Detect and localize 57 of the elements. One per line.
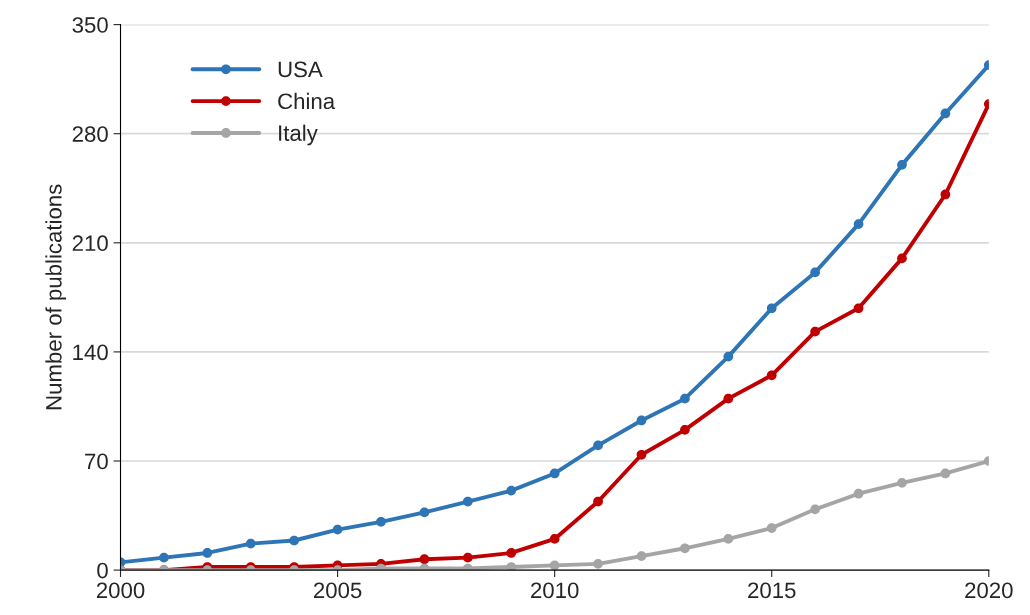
point xyxy=(593,440,603,451)
point xyxy=(723,351,734,362)
point xyxy=(940,108,951,119)
point xyxy=(766,523,777,533)
point xyxy=(810,267,820,278)
point xyxy=(593,496,603,507)
point xyxy=(897,253,907,264)
y-tick-label: 70 xyxy=(85,453,108,470)
point xyxy=(766,370,777,381)
point xyxy=(593,559,603,569)
x-tick-label: 2015 xyxy=(748,582,796,599)
point xyxy=(462,552,473,563)
point xyxy=(159,552,169,563)
x-tick-label: 2020 xyxy=(965,582,1013,599)
point xyxy=(419,554,430,565)
point xyxy=(853,219,864,229)
point xyxy=(940,189,951,200)
point xyxy=(506,485,517,496)
point xyxy=(810,326,820,337)
point xyxy=(636,551,647,561)
legend-label: China xyxy=(278,92,336,110)
x-tick-label: 2005 xyxy=(313,582,362,599)
point xyxy=(680,393,690,404)
point xyxy=(897,160,907,170)
point xyxy=(853,488,864,499)
x-tick-label: 2010 xyxy=(531,582,579,599)
point xyxy=(723,534,734,544)
point xyxy=(245,538,256,549)
point xyxy=(680,424,690,435)
y-tick-label: 280 xyxy=(72,126,108,142)
point xyxy=(332,524,343,535)
point xyxy=(723,393,734,404)
y-tick-label: 0 xyxy=(97,562,108,579)
x-tick-label: 2000 xyxy=(96,582,145,599)
point xyxy=(506,548,517,558)
y-axis-title: Number of publications xyxy=(45,184,67,410)
y-tick-label: 350 xyxy=(72,17,108,33)
y-tick-label: 210 xyxy=(72,235,108,252)
point xyxy=(680,543,690,554)
legend-label: Italy xyxy=(279,124,318,146)
point xyxy=(289,535,300,546)
point xyxy=(419,507,430,518)
point xyxy=(462,496,473,507)
point xyxy=(636,449,647,460)
point xyxy=(897,477,907,488)
point xyxy=(766,303,777,314)
y-tick-label: 140 xyxy=(73,344,108,361)
point xyxy=(506,562,517,571)
point xyxy=(549,534,560,544)
point xyxy=(202,548,213,558)
legend-label: USA xyxy=(278,61,323,78)
point xyxy=(940,468,951,479)
point xyxy=(549,468,560,479)
point xyxy=(376,516,386,527)
point xyxy=(810,504,820,515)
point xyxy=(853,303,864,314)
point xyxy=(636,415,647,426)
